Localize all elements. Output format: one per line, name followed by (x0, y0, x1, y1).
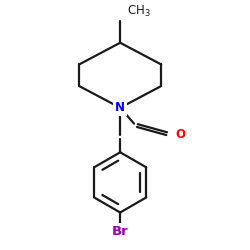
Text: N: N (115, 101, 125, 114)
Text: CH$_3$: CH$_3$ (128, 4, 151, 19)
Text: Br: Br (112, 225, 128, 238)
Text: O: O (176, 128, 186, 141)
